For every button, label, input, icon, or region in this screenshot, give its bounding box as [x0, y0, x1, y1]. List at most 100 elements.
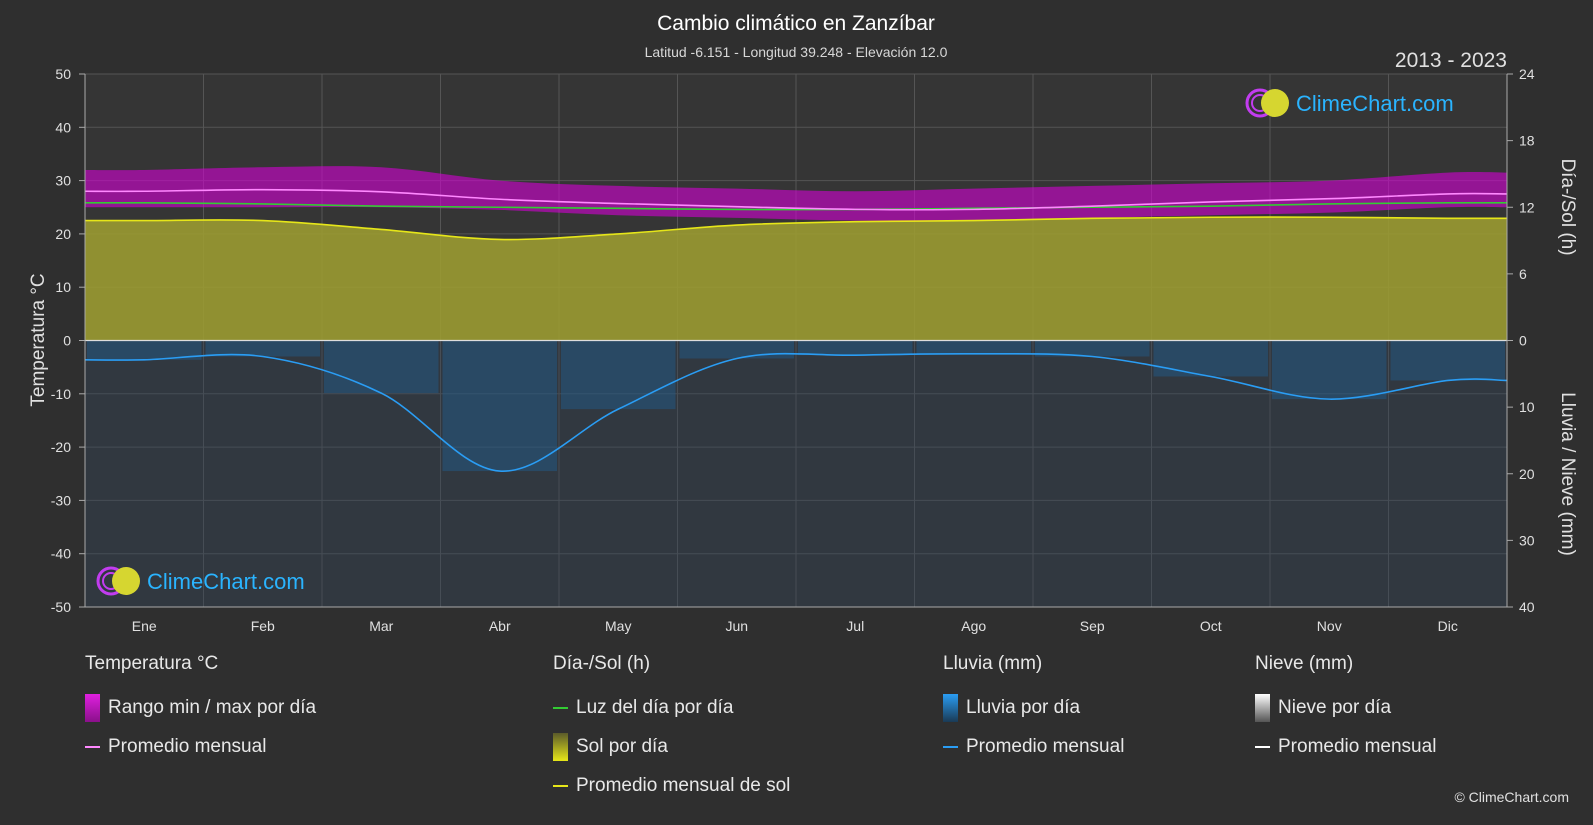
legend-temp-range-label: Rango min / max por día — [108, 696, 317, 718]
rain-bar-Sep — [1035, 340, 1150, 357]
month-label-Jul: Jul — [846, 618, 864, 634]
right-bottom-tick-label: 40 — [1519, 599, 1535, 615]
right-top-tick-label: 6 — [1519, 266, 1527, 282]
left-tick-label: 30 — [55, 173, 71, 189]
right-top-tick-label: 18 — [1519, 133, 1535, 149]
left-tick-label: 40 — [55, 119, 71, 135]
right-bottom-tick-label: 20 — [1519, 466, 1535, 482]
right-bottom-tick-label: 30 — [1519, 532, 1535, 548]
legend-sun-header: Día-/Sol (h) — [553, 653, 651, 674]
month-label-May: May — [605, 618, 631, 634]
right-top-tick-label: 0 — [1519, 333, 1527, 349]
left-tick-label: -40 — [51, 546, 71, 562]
legend-rain-daily-label: Lluvia por día — [966, 696, 1081, 718]
legend-rain-avg-label: Promedio mensual — [966, 735, 1125, 757]
legend-sun-daily: Sol por día — [553, 727, 790, 766]
month-label-Nov: Nov — [1317, 618, 1342, 634]
legend-rain: Lluvia (mm) Lluvia por día Promedio mens… — [943, 650, 1124, 766]
left-tick-label: -20 — [51, 439, 71, 455]
left-tick-label: 50 — [55, 66, 71, 82]
snow-avg-swatch-icon — [1255, 745, 1270, 748]
rain-bar-Dic — [1390, 340, 1505, 381]
rain-shade — [85, 340, 1507, 607]
logo-text-top: ClimeChart.com — [1296, 91, 1454, 116]
temp-avg-swatch-icon — [85, 745, 100, 748]
month-label-Feb: Feb — [251, 618, 275, 634]
left-axis-title: Temperatura °C — [28, 273, 49, 406]
rain-bar-Ago — [916, 340, 1031, 354]
legend-rain-avg: Promedio mensual — [943, 727, 1124, 766]
sun-avg-swatch-icon — [553, 784, 568, 787]
rain-bar-Mar — [324, 340, 439, 394]
month-label-Dic: Dic — [1438, 618, 1458, 634]
month-label-Abr: Abr — [489, 618, 511, 634]
right-axis-bottom-title: Lluvia / Nieve (mm) — [1557, 392, 1578, 556]
sun-area — [85, 217, 1507, 341]
sun-swatch-icon — [553, 732, 568, 761]
sun-avg-line — [85, 216, 1508, 241]
daylight-swatch-icon — [553, 706, 568, 709]
right-top-tick-label: 24 — [1519, 66, 1535, 82]
logo-top: ClimeChart.com — [1245, 88, 1454, 118]
year-range: 2013 - 2023 — [1395, 49, 1507, 72]
temp-range-swatch-icon — [85, 693, 100, 722]
legend-sun-avg: Promedio mensual de sol — [553, 766, 790, 805]
chart-title: Cambio climático en Zanzíbar — [657, 12, 935, 35]
right-top-tick-label: 12 — [1519, 199, 1535, 215]
legend-sun-avg-label: Promedio mensual de sol — [576, 774, 791, 796]
legend-snow-avg: Promedio mensual — [1255, 727, 1436, 766]
rain-bar-Nov — [1272, 340, 1387, 400]
legend-snow: Nieve (mm) Nieve por día Promedio mensua… — [1255, 650, 1436, 766]
legend-sun: Día-/Sol (h) Luz del día por día Sol por… — [553, 650, 790, 805]
month-label-Mar: Mar — [369, 618, 393, 634]
month-label-Jun: Jun — [725, 618, 748, 634]
legend-temp-avg-label: Promedio mensual — [108, 735, 267, 757]
rain-bar-May — [561, 340, 676, 410]
chart-subtitle: Latitud -6.151 - Longitud 39.248 - Eleva… — [645, 44, 948, 60]
axes: 50 40 30 20 10 0 -10 -20 -30 -40 -50 24 18 12 6 0 10 20 30… — [51, 66, 1535, 634]
legend-temp-header: Temperatura °C — [85, 653, 219, 674]
right-axis-top-title: Día-/Sol (h) — [1557, 158, 1578, 255]
copyright: © ClimeChart.com — [1454, 789, 1569, 805]
rain-bar-Oct — [1153, 340, 1268, 377]
legend-snow-daily: Nieve por día — [1255, 688, 1436, 727]
rain-avg-swatch-icon — [943, 745, 958, 748]
legend-temperature: Temperatura °C Rango min / max por día P… — [85, 650, 316, 766]
snow-swatch-icon — [1255, 693, 1270, 722]
logo-bottom: ClimeChart.com — [96, 566, 305, 596]
series-lines — [84, 188, 1508, 472]
legend-temp-range: Rango min / max por día — [85, 688, 316, 727]
legend-daylight-label: Luz del día por día — [576, 696, 734, 718]
rain-swatch-icon — [943, 693, 958, 722]
temp-avg-line — [84, 188, 1508, 211]
month-label-Ago: Ago — [961, 618, 986, 634]
left-tick-label: -10 — [51, 386, 71, 402]
legend-snow-daily-label: Nieve por día — [1278, 696, 1392, 718]
legend-rain-daily: Lluvia por día — [943, 688, 1124, 727]
rain-bar-Ene — [87, 340, 202, 360]
rain-avg-line — [84, 352, 1508, 472]
legend-rain-header: Lluvia (mm) — [943, 653, 1043, 674]
rain-bar-Abr — [442, 340, 557, 472]
legend-daylight: Luz del día por día — [553, 688, 790, 727]
sun-area-fill — [85, 217, 1507, 341]
legend-sun-daily-label: Sol por día — [576, 735, 668, 757]
month-label-Ene: Ene — [132, 618, 157, 634]
left-tick-label: 20 — [55, 226, 71, 242]
left-tick-label: -30 — [51, 492, 71, 508]
left-tick-label: 10 — [55, 279, 71, 295]
climate-chart: Cambio climático en Zanzíbar Latitud -6.… — [28, 12, 1578, 634]
left-tick-label: 0 — [63, 333, 71, 349]
logo-text-bottom: ClimeChart.com — [147, 569, 305, 594]
right-bottom-tick-label: 10 — [1519, 399, 1535, 415]
legend: Temperatura °C Rango min / max por día P… — [0, 650, 1593, 800]
rain-bar-Feb — [205, 340, 320, 357]
legend-snow-header: Nieve (mm) — [1255, 653, 1354, 674]
month-label-Sep: Sep — [1080, 618, 1105, 634]
rain-bars — [85, 340, 1507, 607]
month-label-Oct: Oct — [1200, 618, 1222, 634]
left-tick-label: -50 — [51, 599, 71, 615]
daylight-line — [84, 201, 1508, 211]
rain-bar-Jul — [798, 340, 913, 356]
legend-temp-avg: Promedio mensual — [85, 727, 316, 766]
